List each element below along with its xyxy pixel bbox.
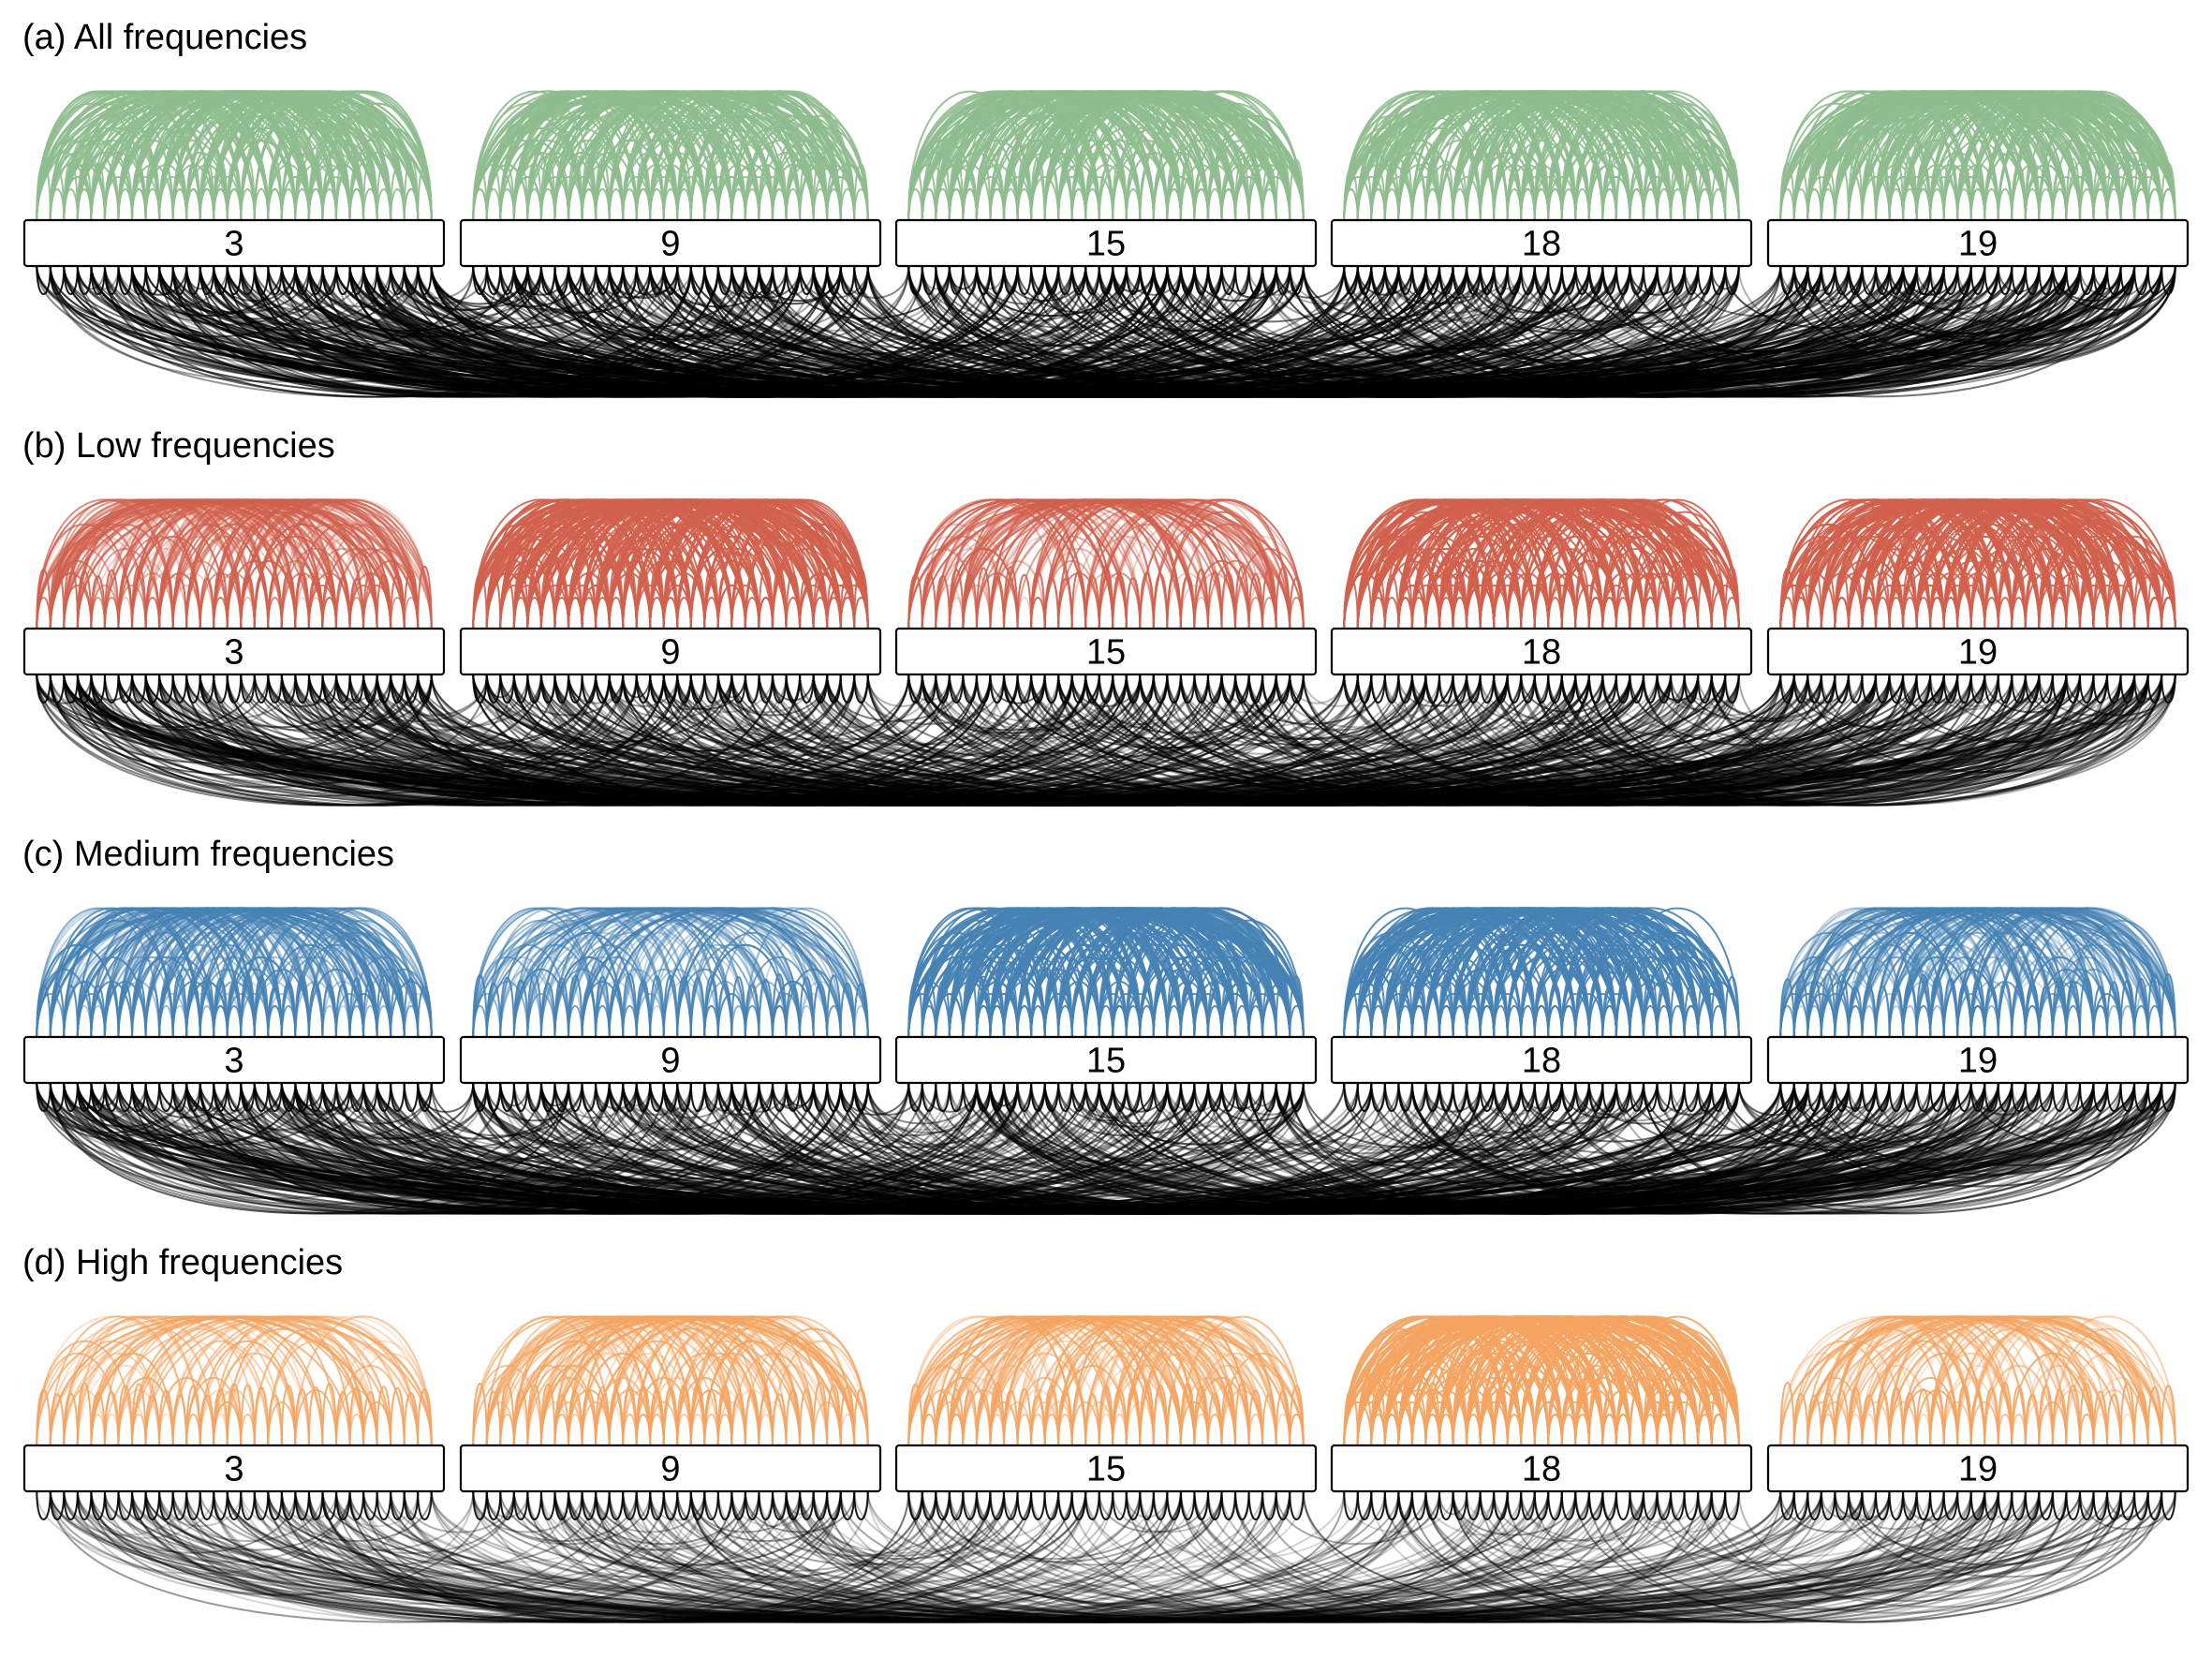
group-box xyxy=(22,1035,446,1085)
group-label: 19 xyxy=(1958,1450,1998,1489)
group-label: 18 xyxy=(1522,633,1561,673)
within-arcs-group-19 xyxy=(1779,1315,2176,1446)
group-box xyxy=(22,1444,446,1493)
group-label: 19 xyxy=(1958,1042,1998,1081)
within-arcs-group-9 xyxy=(472,90,869,221)
group-box xyxy=(1330,1035,1753,1085)
group-node-18: 18 xyxy=(1330,627,1753,676)
group-box xyxy=(1330,218,1753,268)
group-label: 18 xyxy=(1522,225,1561,264)
group-label: 18 xyxy=(1522,1450,1561,1489)
group-box xyxy=(459,1035,882,1085)
group-label: 3 xyxy=(224,633,243,673)
group-node-9: 9 xyxy=(459,1444,882,1493)
within-arcs-group-3 xyxy=(36,90,433,221)
within-arcs-group-9 xyxy=(472,1315,869,1446)
group-box xyxy=(894,1035,1318,1085)
group-label: 9 xyxy=(660,225,680,264)
panel-title: (d) High frequencies xyxy=(22,1243,343,1282)
within-arcs-group-3 xyxy=(36,498,433,630)
within-arcs-group-15 xyxy=(907,907,1305,1038)
group-node-18: 18 xyxy=(1330,218,1753,268)
group-node-3: 3 xyxy=(22,218,446,268)
within-arcs-group-19 xyxy=(1779,498,2176,630)
group-box xyxy=(1766,627,2190,676)
group-label: 3 xyxy=(224,225,243,264)
within-arcs-group-18 xyxy=(1343,1315,1740,1446)
group-node-9: 9 xyxy=(459,1035,882,1085)
group-node-15: 15 xyxy=(894,627,1318,676)
group-node-3: 3 xyxy=(22,1444,446,1493)
group-box xyxy=(1766,1035,2190,1085)
within-arcs-group-3 xyxy=(36,907,433,1038)
within-group-arcs xyxy=(36,90,2176,221)
group-box xyxy=(1766,1444,2190,1493)
panel-title: (a) All frequencies xyxy=(22,18,307,57)
within-arcs-group-15 xyxy=(907,498,1305,630)
group-label: 15 xyxy=(1086,1042,1126,1081)
within-arcs-group-15 xyxy=(907,1315,1305,1446)
group-box xyxy=(894,1444,1318,1493)
panel-d: (d) High frequencies 3 9 15 18 19 xyxy=(22,1243,2190,1623)
within-arcs-group-9 xyxy=(472,498,869,630)
group-box xyxy=(459,627,882,676)
between-group-arcs xyxy=(36,674,2176,807)
group-box xyxy=(22,627,446,676)
group-label: 9 xyxy=(660,1042,680,1081)
group-label: 15 xyxy=(1086,225,1126,264)
between-group-arcs xyxy=(36,1082,2176,1215)
group-node-15: 15 xyxy=(894,1035,1318,1085)
within-arcs-group-18 xyxy=(1343,498,1740,630)
group-box xyxy=(22,218,446,268)
group-box xyxy=(1766,218,2190,268)
group-node-9: 9 xyxy=(459,218,882,268)
panel-a: (a) All frequencies 3 9 15 18 19 xyxy=(22,18,2190,398)
panel-b: (b) Low frequencies 3 9 15 18 19 xyxy=(22,426,2190,807)
group-node-9: 9 xyxy=(459,627,882,676)
group-box xyxy=(1330,627,1753,676)
group-label: 9 xyxy=(660,633,680,673)
within-arcs-group-9 xyxy=(472,907,869,1038)
group-label: 19 xyxy=(1958,633,1998,673)
group-label: 9 xyxy=(660,1450,680,1489)
group-label: 19 xyxy=(1958,225,1998,264)
group-node-3: 3 xyxy=(22,1035,446,1085)
group-node-19: 19 xyxy=(1766,1444,2190,1493)
group-box xyxy=(459,218,882,268)
within-group-arcs xyxy=(36,498,2176,630)
panel-title: (b) Low frequencies xyxy=(22,426,335,466)
group-node-15: 15 xyxy=(894,218,1318,268)
group-node-19: 19 xyxy=(1766,627,2190,676)
within-arcs-group-3 xyxy=(36,1315,433,1446)
group-box xyxy=(1330,1444,1753,1493)
group-label: 3 xyxy=(224,1042,243,1081)
group-node-3: 3 xyxy=(22,627,446,676)
group-label: 15 xyxy=(1086,633,1126,673)
group-box xyxy=(894,218,1318,268)
group-node-18: 18 xyxy=(1330,1444,1753,1493)
group-box xyxy=(894,627,1318,676)
within-arcs-group-15 xyxy=(907,90,1305,221)
group-box xyxy=(459,1444,882,1493)
panel-c: (c) Medium frequencies 3 9 15 18 19 xyxy=(22,835,2190,1215)
panel-title: (c) Medium frequencies xyxy=(22,835,394,874)
group-label: 15 xyxy=(1086,1450,1126,1489)
within-arcs-group-18 xyxy=(1343,90,1740,221)
group-node-15: 15 xyxy=(894,1444,1318,1493)
between-group-arcs xyxy=(36,265,2176,398)
within-arcs-group-18 xyxy=(1343,907,1740,1038)
within-arcs-group-19 xyxy=(1779,90,2176,221)
within-group-arcs xyxy=(36,1315,2176,1446)
group-label: 18 xyxy=(1522,1042,1561,1081)
within-arcs-group-19 xyxy=(1779,907,2176,1038)
within-group-arcs xyxy=(36,907,2176,1038)
between-group-arcs xyxy=(36,1490,2176,1623)
group-node-19: 19 xyxy=(1766,1035,2190,1085)
group-label: 3 xyxy=(224,1450,243,1489)
group-node-18: 18 xyxy=(1330,1035,1753,1085)
group-node-19: 19 xyxy=(1766,218,2190,268)
